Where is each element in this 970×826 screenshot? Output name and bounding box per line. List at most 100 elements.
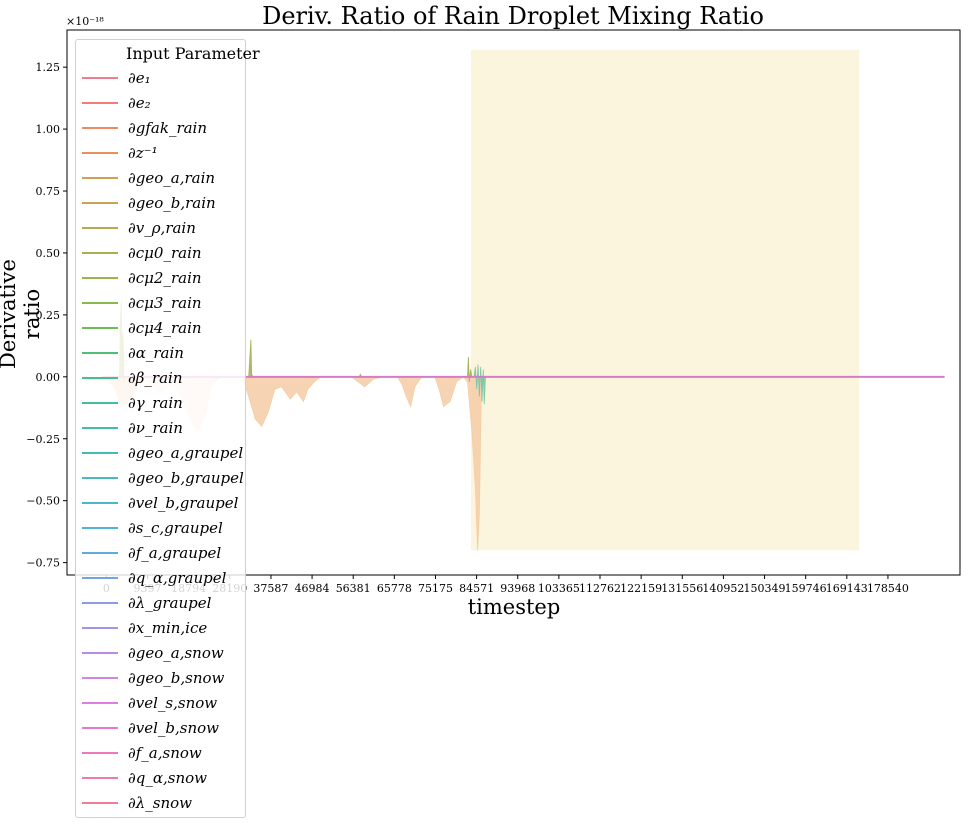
legend-item: ∂cμ3_rain — [82, 293, 242, 313]
legend-label: ∂cμ0_rain — [128, 244, 202, 262]
x-tick-label: 65778 — [377, 582, 412, 595]
x-tick-label: 122159 — [620, 582, 662, 595]
legend-swatch — [82, 627, 118, 629]
legend-label: ∂geo_a,graupel — [128, 444, 244, 462]
legend-swatch — [82, 227, 118, 229]
legend-item: ∂cμ4_rain — [82, 318, 242, 338]
legend-item: ∂vel_b,snow — [82, 718, 242, 738]
y-tick-label: 0.25 — [36, 309, 61, 322]
y-tick-label: 0.00 — [36, 371, 61, 384]
legend-swatch — [82, 702, 118, 704]
legend-label: ∂gfak_rain — [128, 119, 208, 137]
legend-label: ∂cμ4_rain — [128, 319, 202, 337]
x-axis-label: timestep — [467, 595, 561, 619]
legend-item: ∂x_min,ice — [82, 618, 242, 638]
legend-swatch — [82, 127, 118, 129]
y-axis: −0.75 −0.50 −0.25 0.00 0.25 0.50 0.75 1.00 1.25 — [26, 61, 67, 570]
legend-label: ∂q_α,graupel — [128, 569, 227, 587]
legend-swatch — [82, 552, 118, 554]
legend-label: ∂geo_a,snow — [128, 644, 224, 662]
x-tick-label: 75175 — [418, 582, 453, 595]
legend-swatch — [82, 327, 118, 329]
x-tick-label: 178540 — [867, 582, 909, 595]
legend-swatch — [82, 502, 118, 504]
legend-title: Input Parameter — [126, 44, 260, 63]
legend-swatch — [82, 477, 118, 479]
x-tick-label: 131556 — [661, 582, 703, 595]
legend-swatch — [82, 277, 118, 279]
legend-swatch — [82, 727, 118, 729]
x-tick-label: 169143 — [826, 582, 868, 595]
legend-item: ∂α_rain — [82, 343, 242, 363]
plot-frame — [66, 29, 961, 576]
legend-label: ∂β_rain — [128, 369, 183, 387]
legend-swatch — [82, 177, 118, 179]
legend-label: ∂geo_b,graupel — [128, 469, 244, 487]
area-series-3 — [473, 364, 486, 405]
legend-swatch — [82, 677, 118, 679]
legend-item: ∂vel_b,graupel — [82, 493, 242, 513]
legend-label: ∂vel_b,graupel — [128, 494, 239, 512]
legend-item: ∂geo_b,graupel — [82, 468, 244, 488]
legend-swatch — [82, 352, 118, 354]
legend-swatch — [82, 152, 118, 154]
legend-label: ∂γ_rain — [128, 394, 183, 412]
y-tick-label: −0.25 — [26, 433, 60, 446]
legend-item: ∂cμ2_rain — [82, 268, 242, 288]
legend-label: ∂α_rain — [128, 344, 184, 362]
legend-label: ∂f_a,graupel — [128, 544, 222, 562]
legend-label: ∂geo_a,rain — [128, 169, 216, 187]
legend-swatch — [82, 652, 118, 654]
highlight-region-layer — [471, 49, 860, 551]
y-axis-label: Derivative ratio — [0, 259, 44, 369]
legend-label: ∂cμ3_rain — [128, 294, 202, 312]
x-tick-label: 150349 — [744, 582, 786, 595]
legend-label: ∂s_c,graupel — [128, 519, 223, 537]
legend-item: ∂geo_a,snow — [82, 643, 242, 663]
x-tick-label: 56381 — [336, 582, 371, 595]
x-tick-label: 46984 — [295, 582, 330, 595]
x-tick-label: 84571 — [459, 582, 494, 595]
legend-label: ∂geo_b,rain — [128, 194, 216, 212]
y-tick-label: 0.50 — [36, 247, 61, 260]
legend-item: ∂geo_a,graupel — [82, 443, 244, 463]
legend-item: ∂e₂ — [82, 93, 242, 113]
legend-swatch — [82, 252, 118, 254]
legend-item: ∂e₁ — [82, 68, 242, 88]
legend-swatch — [82, 602, 118, 604]
legend-label: ∂f_a,snow — [128, 744, 202, 762]
legend-item: ∂z⁻¹ — [82, 143, 242, 163]
x-tick-label: 159746 — [785, 582, 827, 595]
legend-swatch — [82, 577, 118, 579]
legend-label: ∂q_α,snow — [128, 769, 207, 787]
legend-item: ∂λ_graupel — [82, 593, 242, 613]
legend-label: ∂e₁ — [128, 69, 151, 87]
x-tick-label: 37587 — [253, 582, 288, 595]
legend-label: ∂λ_graupel — [128, 594, 212, 612]
x-tick-label: 93968 — [500, 582, 535, 595]
legend-item: ∂geo_b,rain — [82, 193, 242, 213]
legend-item: ∂geo_a,rain — [82, 168, 242, 188]
legend-swatch — [82, 777, 118, 779]
legend-label: ∂e₂ — [128, 94, 151, 112]
legend-label: ∂geo_b,snow — [128, 669, 225, 687]
legend-label: ∂x_min,ice — [128, 619, 208, 637]
legend: Input Parameter ∂e₁ ∂e₂ ∂gfak_rain ∂z⁻¹ ∂geo… — [75, 39, 260, 818]
legend-item: ∂β_rain — [82, 368, 242, 388]
legend-swatch — [82, 527, 118, 529]
legend-swatch — [82, 302, 118, 304]
legend-item: ∂s_c,graupel — [82, 518, 242, 538]
legend-item: ∂v_ρ,rain — [82, 218, 242, 238]
y-tick-label: 1.25 — [36, 61, 61, 74]
legend-item: ∂cμ0_rain — [82, 243, 242, 263]
legend-label: ∂cμ2_rain — [128, 269, 202, 287]
y-tick-label: 1.00 — [36, 123, 61, 136]
legend-swatch — [82, 102, 118, 104]
legend-item: ∂λ_snow — [82, 793, 242, 813]
legend-label: ∂ν_rain — [128, 419, 183, 437]
legend-swatch — [82, 402, 118, 404]
legend-label: ∂v_ρ,rain — [128, 219, 196, 237]
legend-label: ∂vel_b,snow — [128, 719, 220, 737]
legend-item: ∂vel_s,snow — [82, 693, 242, 713]
legend-item: ∂q_α,snow — [82, 768, 242, 788]
